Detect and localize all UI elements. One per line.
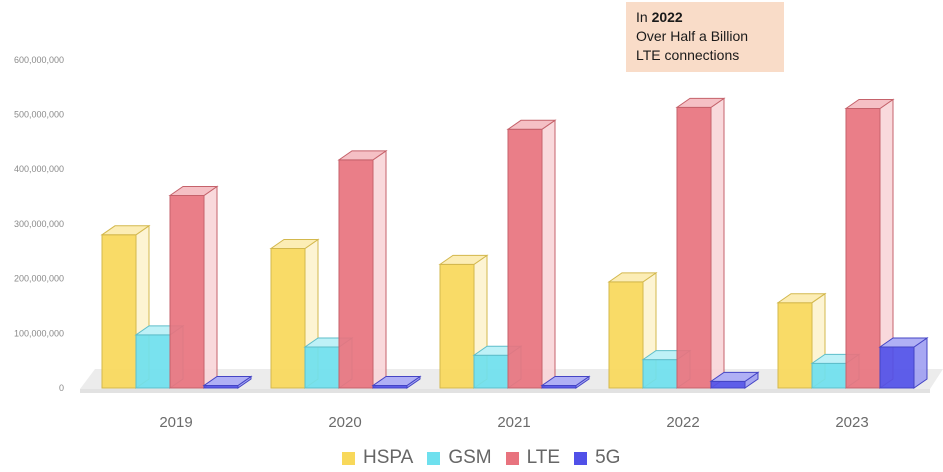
legend-item-hspa: HSPA [342,447,413,469]
bar [710,380,746,389]
bar [811,362,847,389]
bar-top [100,225,151,236]
legend-item-5g: 5G [574,447,620,469]
annotation-line-2: Over Half a Billion [636,28,749,44]
annotation-box: In 2022 Over Half a Billion LTE connecti… [626,2,784,72]
bar-top [878,337,929,348]
legend-label-5g: 5G [595,447,621,468]
bar-top [709,371,760,382]
bar [304,346,340,389]
bar-top [371,376,422,386]
bar-top [337,150,388,161]
legend: HSPA GSM LTE 5G [342,447,634,469]
bar [777,302,813,389]
bar [169,195,205,389]
y-tick-label: 0 [59,383,64,393]
annotation-prefix: In [636,9,652,25]
bar [642,359,678,389]
bar-side [710,97,725,389]
bar-side [541,119,556,389]
bar-side [203,185,218,389]
bar-top [506,119,557,130]
annotation-year: 2022 [651,9,683,25]
x-tick-label: 2023 [835,414,868,431]
bar-top [675,97,726,108]
bar [845,108,881,389]
legend-item-gsm: GSM [427,447,492,469]
y-tick-label: 200,000,000 [14,274,64,284]
bar-top [269,239,320,249]
bar-top [202,376,253,386]
bar [135,334,171,389]
bar [473,354,509,389]
legend-label-lte: LTE [526,447,561,468]
y-tick-label: 300,000,000 [14,219,64,229]
bar [608,281,644,389]
legend-item-lte: LTE [505,447,561,469]
x-tick-label: 2020 [328,414,361,431]
bar-top [540,376,591,386]
y-tick-label: 500,000,000 [14,110,64,120]
legend-label-hspa: HSPA [363,447,414,468]
bar [676,106,712,389]
legend-swatch-5g [574,451,588,465]
bar-top [438,254,489,265]
bar [879,346,915,389]
x-tick-label: 2019 [159,414,192,431]
bar [101,234,137,389]
annotation-line-1: In 2022 [636,8,774,27]
y-tick-label: 100,000,000 [14,328,64,338]
bar-top [776,293,827,304]
legend-swatch-gsm [427,451,441,465]
bar [507,128,543,389]
bar-top [844,99,895,109]
y-tick-label: 600,000,000 [14,55,64,65]
y-tick-label: 400,000,000 [14,164,64,174]
legend-swatch-lte [505,451,519,465]
annotation-line-3: LTE connections [636,47,740,63]
bar [338,159,374,389]
bar-top [607,272,658,283]
legend-label-gsm: GSM [448,447,492,468]
bar [439,263,475,389]
floor-edge [80,389,930,393]
x-tick-label: 2022 [666,414,699,431]
legend-swatch-hspa [342,451,355,465]
bar-side [372,149,387,389]
bar [270,248,306,389]
x-tick-label: 2021 [497,414,530,431]
bar-top [168,186,219,196]
